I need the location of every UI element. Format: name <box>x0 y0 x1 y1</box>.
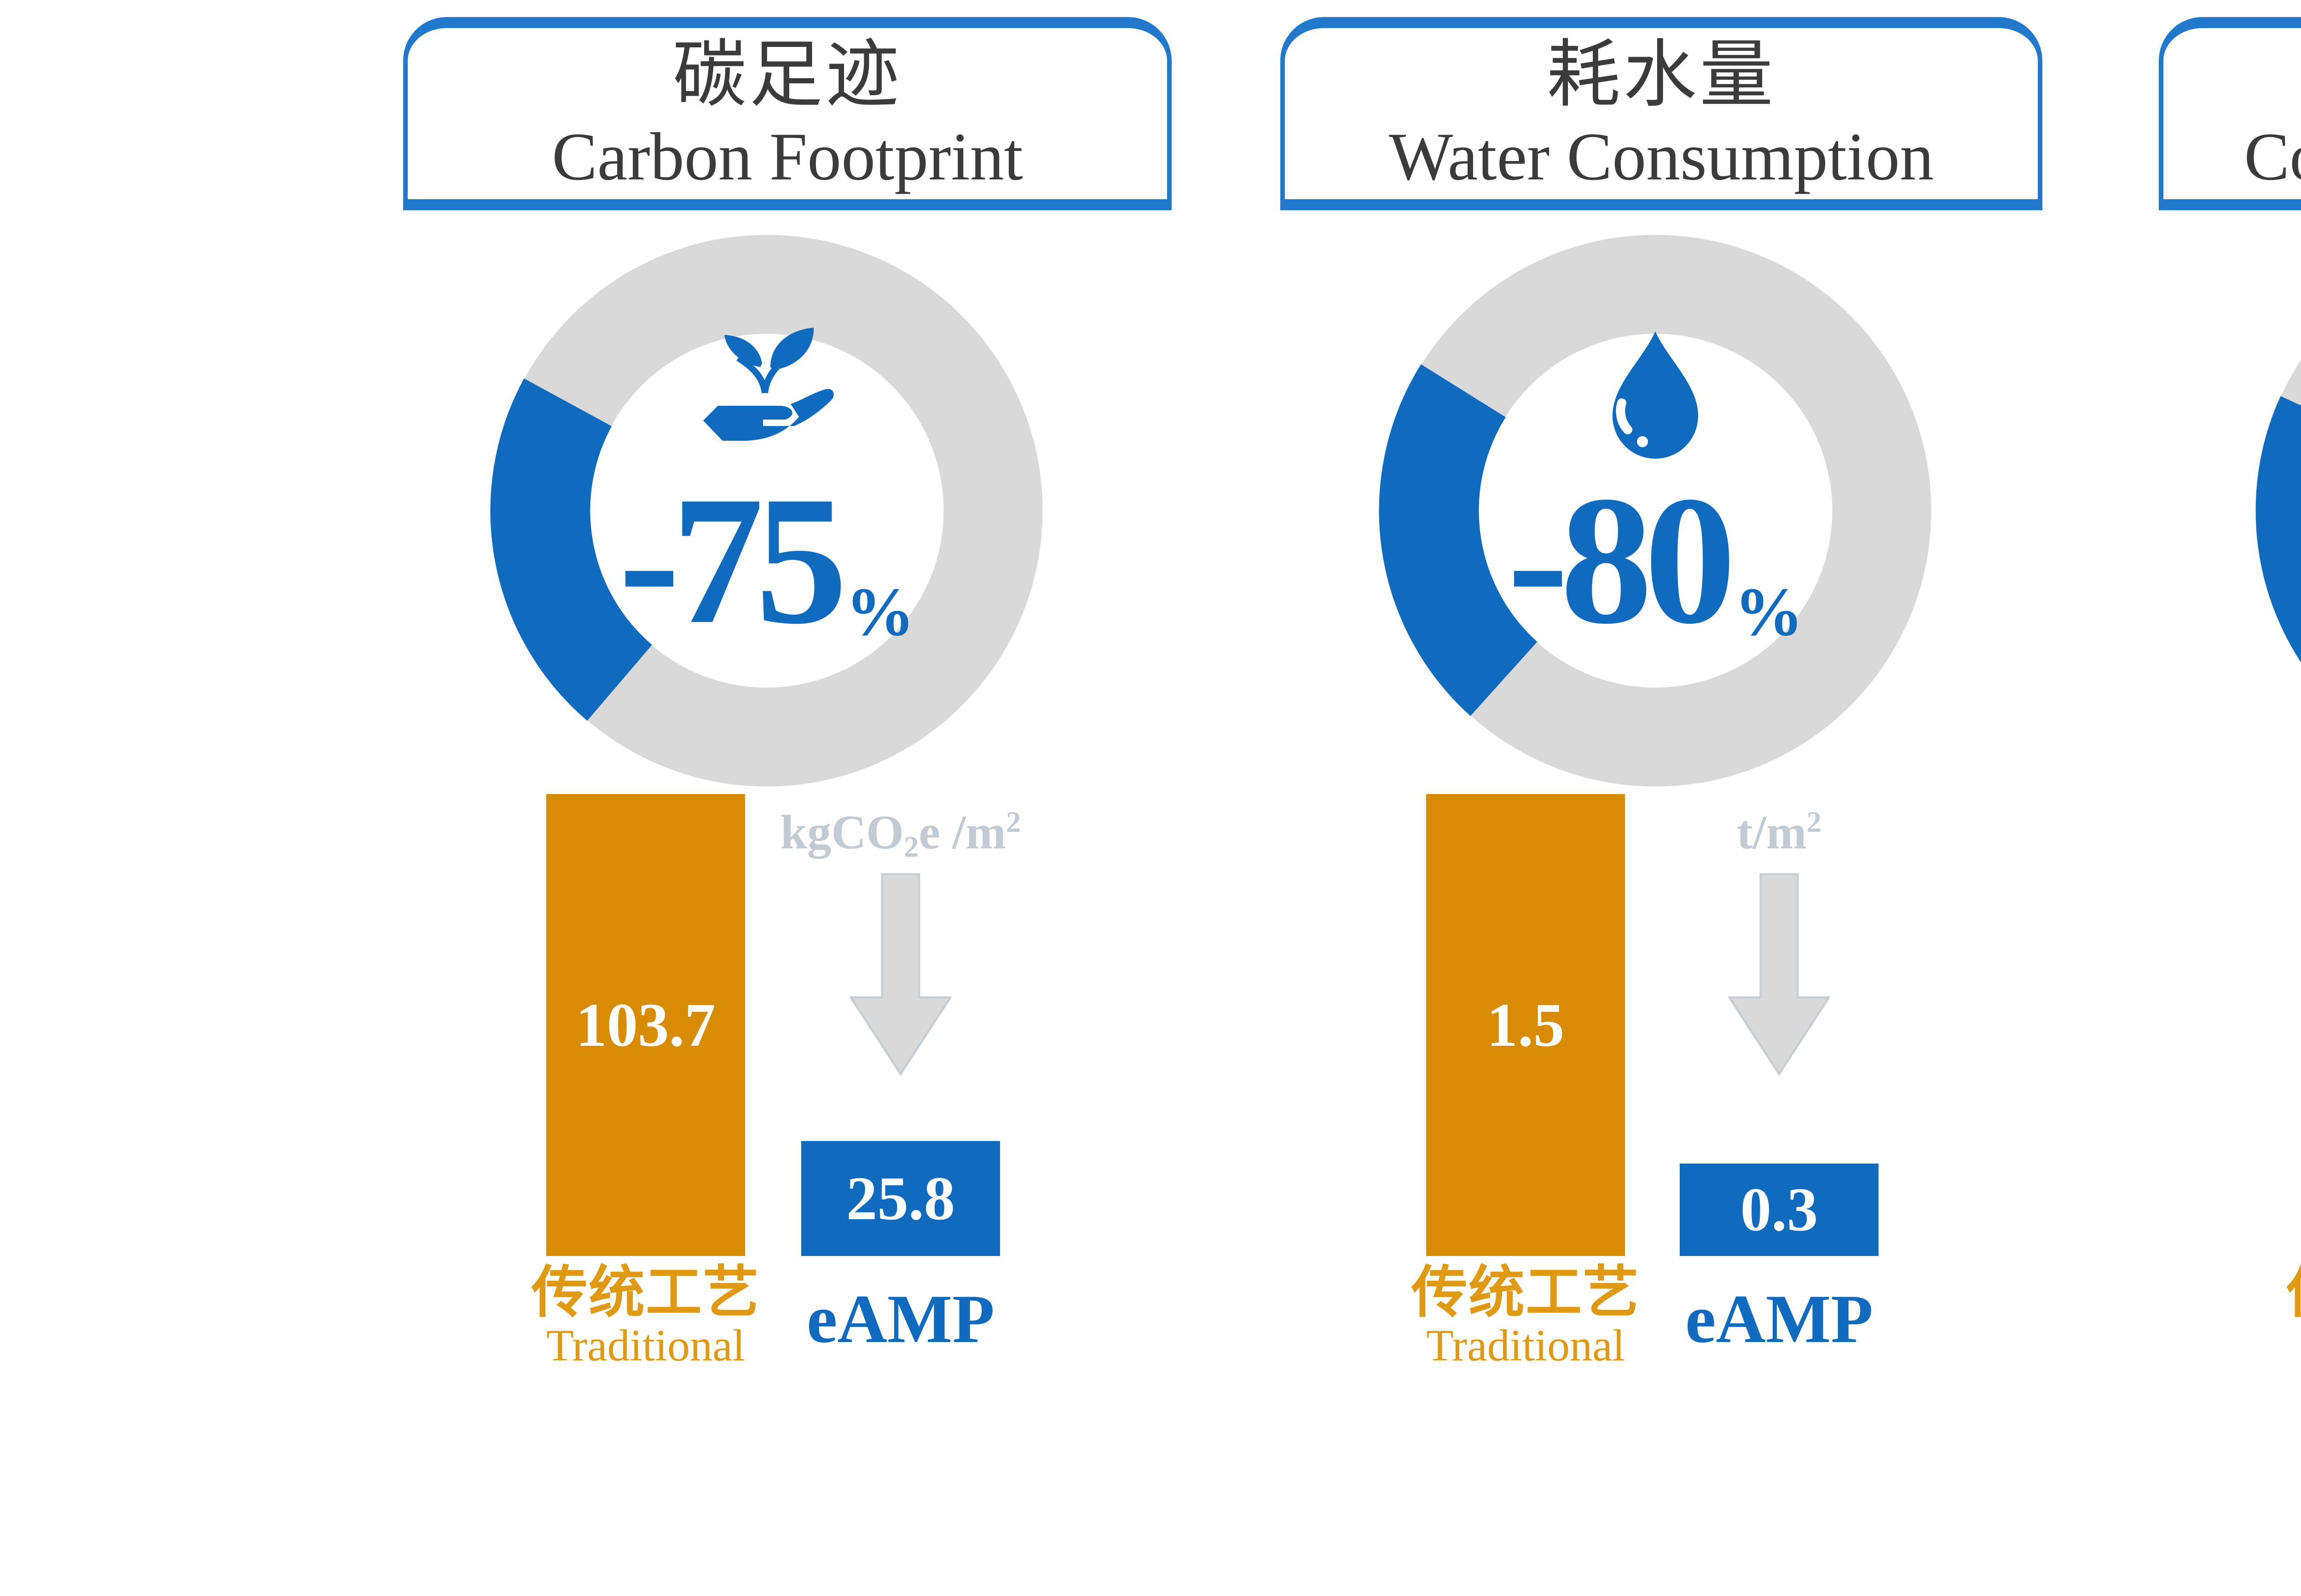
gauge-arc <box>490 378 653 721</box>
unit-text-part: t/m <box>1736 805 1807 859</box>
gauge-percent-carbon: -75% <box>514 468 1020 666</box>
bar-traditional-water: 1.5 <box>1426 794 1625 1256</box>
gauge-percent-copper: -70% <box>2279 468 2301 666</box>
bar-eamp-water: 0.3 <box>1680 1164 1879 1256</box>
unit-text-part: kgCO <box>780 805 904 859</box>
bar-value-traditional: 1.5 <box>1486 991 1565 1060</box>
unit-text-part: 2 <box>1006 806 1021 839</box>
title-zh-carbon: 碳足迹 <box>672 31 902 117</box>
gauge-percent-number: -80 <box>1507 458 1736 662</box>
label-traditional-en: Traditional <box>2194 1323 2301 1368</box>
donut-gauge-water <box>1379 235 1931 787</box>
unit-label-carbon: kgCO2e /m2 <box>671 807 1131 862</box>
label-traditional-en: Traditional <box>1426 1321 1625 1371</box>
gauge-percent-symbol: % <box>845 574 915 650</box>
water-drop-icon <box>1613 331 1698 459</box>
unit-text-part: 2 <box>1806 806 1822 839</box>
gauge-arc <box>1379 364 1538 716</box>
title-zh-water: 耗水量 <box>1546 31 1776 117</box>
title-box-copper: 铜损耗 Copper Consumption <box>2159 17 2301 210</box>
bar-eamp-carbon: 25.8 <box>801 1141 1000 1256</box>
label-eamp: eAMP <box>1685 1281 1873 1357</box>
gauge-percent-symbol: % <box>1734 574 1804 650</box>
unit-text-part: 2 <box>903 830 919 864</box>
seedling-in-hand-icon <box>703 328 834 441</box>
bar-value-eamp: 25.8 <box>846 1164 955 1233</box>
label-traditional-zh: 传统工艺 <box>532 1260 760 1325</box>
title-en-carbon: Carbon Footprint <box>552 119 1023 195</box>
title-box-water: 耗水量 Water Consumption <box>1280 17 2042 210</box>
unit-text-part: e /m <box>919 805 1006 859</box>
label-traditional-en: Traditional <box>546 1321 745 1371</box>
gauge-percent-water: -80% <box>1402 468 1908 666</box>
title-box-carbon: 碳足迹 Carbon Footprint <box>403 17 1172 210</box>
title-en-water: Water Consumption <box>1388 119 1934 195</box>
label-eamp: eAMP <box>806 1281 995 1357</box>
label-traditional-zh: 传统工艺 <box>2194 1264 2301 1320</box>
bar-value-eamp: 0.3 <box>1740 1175 1818 1244</box>
gauge-percent-number: -75 <box>619 458 847 662</box>
bar-value-traditional: 103.7 <box>576 991 716 1060</box>
unit-label-water: t/m2 <box>1549 807 2009 856</box>
label-traditional-zh: 传统工艺 <box>1411 1260 1640 1325</box>
title-en-copper: Copper Consumption <box>2244 119 2301 195</box>
down-arrow-icon <box>1729 873 1830 1076</box>
down-arrow-icon <box>850 873 951 1076</box>
bar-traditional-carbon: 103.7 <box>546 794 745 1256</box>
donut-gauge-carbon <box>490 235 1043 787</box>
